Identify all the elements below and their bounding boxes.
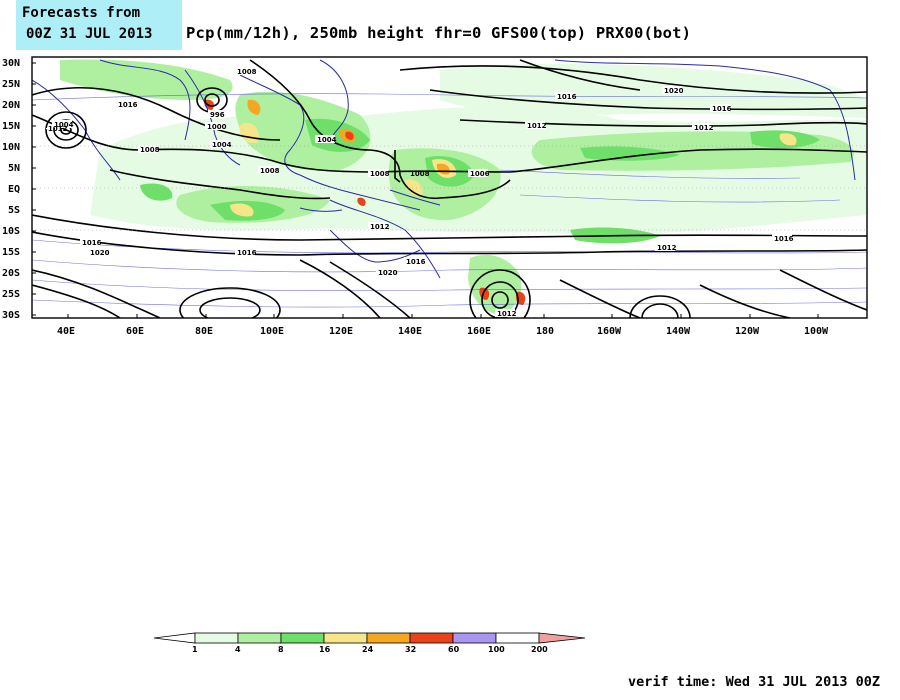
lon-label: 40E: [57, 326, 75, 337]
contour-label: 1008: [370, 170, 390, 178]
colorbar-swatch: [366, 632, 411, 644]
contour-label: 1012: [48, 125, 68, 133]
contour-label: 1012: [657, 244, 677, 252]
contour-label: 1008: [410, 170, 430, 178]
lon-label: 100E: [260, 326, 284, 337]
verif-time: verif time: Wed 31 JUL 2013 00Z: [628, 674, 880, 690]
lon-label: 160E: [467, 326, 491, 337]
contour-label: 1020: [90, 249, 110, 257]
lat-label: 25N: [2, 79, 20, 90]
lon-label: 160W: [597, 326, 622, 337]
lon-label: 100W: [804, 326, 829, 337]
colorbar-label: 60: [448, 645, 460, 654]
colorbar-swatch: [280, 632, 325, 644]
colorbar-high-arrow: [538, 632, 586, 644]
lat-label: 30N: [2, 58, 20, 69]
lon-label: 180: [536, 326, 554, 337]
colorbar-label: 16: [319, 645, 331, 654]
colorbar-swatch: [194, 632, 239, 644]
lat-label: 5S: [8, 205, 20, 216]
lon-label: 140E: [398, 326, 422, 337]
lat-label: 10S: [2, 226, 20, 237]
contour-label: 1016: [82, 239, 102, 247]
contour-label: 1008: [237, 68, 257, 76]
contour-label: 1000: [207, 123, 227, 131]
contour-label: 1004: [212, 141, 232, 149]
lat-label: 20S: [2, 268, 20, 279]
colorbar-label: 100: [488, 645, 505, 654]
colorbar-swatch: [237, 632, 282, 644]
map-plot-area: 1008 1004 996 1000 1004 1008 1004 1008 1…: [32, 57, 867, 318]
contour-label: 1008: [140, 146, 160, 154]
contour-label: 1012: [694, 124, 714, 132]
contour-label: 1012: [497, 310, 517, 318]
contour-label: 1004: [54, 121, 74, 129]
lon-label: 140W: [666, 326, 691, 337]
map-frame: [31, 56, 868, 319]
contour-label: 1012: [370, 223, 390, 231]
colorbar-swatch: [323, 632, 368, 644]
lon-label: 120W: [735, 326, 760, 337]
latitude-axis: 30N 25N 20N 15N 10N 5N EQ 5S 10S 15S 20S…: [2, 58, 36, 321]
lat-label: 5N: [8, 163, 20, 174]
colorbar-label: 1: [192, 645, 198, 654]
lat-label: 25S: [2, 289, 20, 300]
contour-label: 1016: [712, 105, 732, 113]
contour-label: 1020: [664, 87, 684, 95]
longitude-axis: 40E 60E 80E 100E 120E 140E 160E 180 160W…: [57, 314, 829, 337]
lon-label: 60E: [126, 326, 144, 337]
lat-label: 15S: [2, 247, 20, 258]
lat-label: 30S: [2, 310, 20, 321]
contour-labels: 1008 1004 996 1000 1004 1008 1004 1008 1…: [46, 67, 794, 318]
lat-label: EQ: [8, 184, 20, 195]
colorbar-label: 8: [278, 645, 284, 654]
colorbar: 1 4 8 16 24 32 60 100 200: [153, 632, 586, 654]
lon-label: 120E: [329, 326, 353, 337]
contour-label: 1008: [260, 167, 280, 175]
colorbar-label: 24: [362, 645, 374, 654]
contour-label: 1004: [317, 136, 337, 144]
colorbar-swatch: [452, 632, 497, 644]
map-title: Pcp(mm/12h), 250mb height fhr=0 GFS00(to…: [186, 24, 692, 42]
contour-label: 1016: [774, 235, 794, 243]
lat-label: 20N: [2, 100, 20, 111]
colorbar-label: 200: [531, 645, 548, 654]
colorbar-low-arrow: [153, 632, 196, 644]
forecast-line-2: 00Z 31 JUL 2013: [26, 26, 153, 42]
forecast-line-1: Forecasts from: [22, 5, 141, 21]
contour-label: 996: [210, 111, 225, 119]
contour-label: 1012: [527, 122, 547, 130]
colorbar-swatch: [495, 632, 540, 644]
lon-label: 80E: [195, 326, 213, 337]
colorbar-label: 32: [405, 645, 416, 654]
forecast-info-box: Forecasts from 00Z 31 JUL 2013: [16, 0, 182, 50]
contour-label: 1016: [118, 101, 138, 109]
contour-label: 1016: [406, 258, 426, 266]
lat-label: 10N: [2, 142, 20, 153]
contour-label: 1006: [470, 170, 490, 178]
contour-label: 1016: [557, 93, 577, 101]
contour-label: 1020: [378, 269, 398, 277]
colorbar-swatch: [409, 632, 454, 644]
contour-label: 1016: [237, 249, 257, 257]
colorbar-label: 4: [235, 645, 241, 654]
lat-label: 15N: [2, 121, 20, 132]
